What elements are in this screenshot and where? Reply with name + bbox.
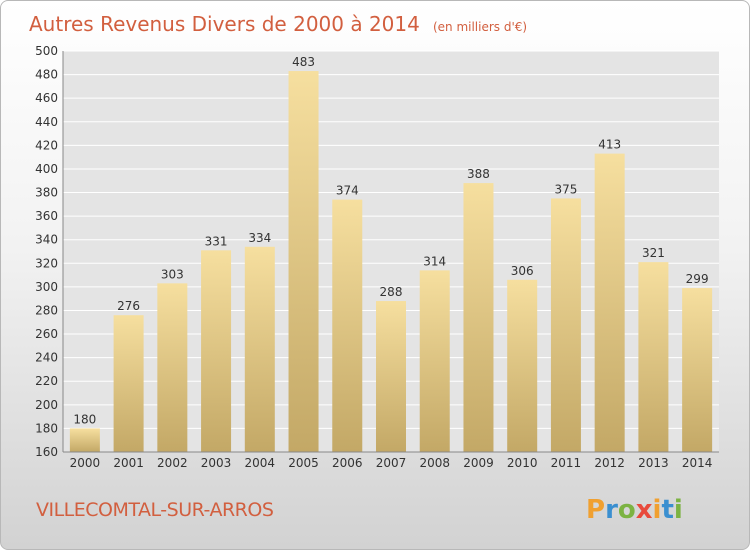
bar-value-label: 483	[292, 55, 315, 69]
x-tick-label: 2009	[463, 456, 494, 470]
x-tick-label: 2008	[419, 456, 450, 470]
y-tick-label: 280	[35, 303, 58, 317]
bar-value-label: 375	[554, 182, 577, 196]
x-tick-label: 2007	[376, 456, 407, 470]
y-tick-label: 480	[35, 68, 58, 82]
logo-letter: r	[605, 495, 618, 525]
proxiti-logo: Proxiti	[586, 495, 683, 525]
x-tick-label: 2013	[638, 456, 669, 470]
x-tick-label: 2006	[332, 456, 363, 470]
y-tick-label: 440	[35, 115, 58, 129]
y-tick-label: 200	[35, 398, 58, 412]
y-tick-label: 500	[35, 44, 58, 58]
y-tick-label: 360	[35, 209, 58, 223]
bar	[244, 246, 275, 452]
x-tick-label: 2001	[113, 456, 144, 470]
bar	[507, 279, 538, 452]
bar-value-label: 276	[117, 299, 140, 313]
logo-letter: o	[618, 495, 636, 525]
bar	[463, 183, 494, 452]
bar	[376, 301, 406, 452]
chart-title-main: Autres Revenus Divers de 2000 à 2014	[29, 12, 420, 36]
bar-value-label: 306	[511, 264, 534, 278]
bar-value-label: 303	[161, 267, 184, 281]
x-tick-label: 2014	[682, 456, 713, 470]
x-tick-label: 2005	[288, 456, 319, 470]
bar	[419, 270, 450, 452]
bar-value-label: 374	[336, 184, 359, 198]
bar	[638, 262, 669, 452]
y-tick-label: 180	[35, 421, 58, 435]
bar	[113, 315, 144, 452]
bar-value-label: 334	[248, 231, 271, 245]
y-tick-label: 320	[35, 256, 58, 270]
bar	[69, 428, 100, 452]
bar-value-label: 331	[205, 234, 228, 248]
y-tick-label: 340	[35, 233, 58, 247]
bar-value-label: 413	[598, 138, 621, 152]
bar	[288, 71, 319, 453]
logo-letter: i	[674, 495, 683, 525]
chart-title-unit: (en milliers d'€)	[433, 20, 527, 34]
y-tick-label: 260	[35, 327, 58, 341]
bar-value-label: 314	[423, 254, 446, 268]
x-tick-label: 2003	[201, 456, 232, 470]
bar	[682, 288, 713, 452]
bar-value-label: 388	[467, 167, 490, 181]
chart-title: Autres Revenus Divers de 2000 à 2014 (en…	[29, 12, 527, 36]
bar-value-label: 180	[73, 412, 96, 426]
y-tick-label: 300	[35, 280, 58, 294]
bar	[201, 250, 232, 452]
y-tick-label: 160	[35, 445, 58, 459]
y-tick-label: 420	[35, 138, 58, 152]
y-tick-label: 460	[35, 91, 58, 105]
logo-letter: x	[636, 495, 653, 525]
logo-letter: P	[586, 495, 605, 525]
bar	[157, 283, 188, 452]
y-tick-label: 400	[35, 162, 58, 176]
x-tick-label: 2004	[245, 456, 276, 470]
x-tick-label: 2011	[551, 456, 582, 470]
town-name: VILLECOMTAL-SUR-ARROS	[36, 499, 273, 521]
y-tick-label: 220	[35, 374, 58, 388]
logo-letter: t	[661, 495, 673, 525]
y-tick-label: 380	[35, 186, 58, 200]
bar-value-label: 321	[642, 246, 665, 260]
bar	[594, 153, 625, 452]
x-tick-label: 2000	[70, 456, 101, 470]
bar	[332, 199, 363, 452]
x-tick-label: 2012	[594, 456, 625, 470]
x-tick-label: 2002	[157, 456, 188, 470]
y-tick-label: 240	[35, 351, 58, 365]
plot-area: 160 180 200 220 240 260 280 300 320 340 360 380 400 4…	[35, 44, 719, 470]
x-tick-label: 2010	[507, 456, 538, 470]
bar-value-label: 299	[686, 272, 709, 286]
logo-letter: i	[653, 495, 662, 525]
bar-value-label: 288	[380, 285, 403, 299]
bar	[550, 198, 581, 452]
